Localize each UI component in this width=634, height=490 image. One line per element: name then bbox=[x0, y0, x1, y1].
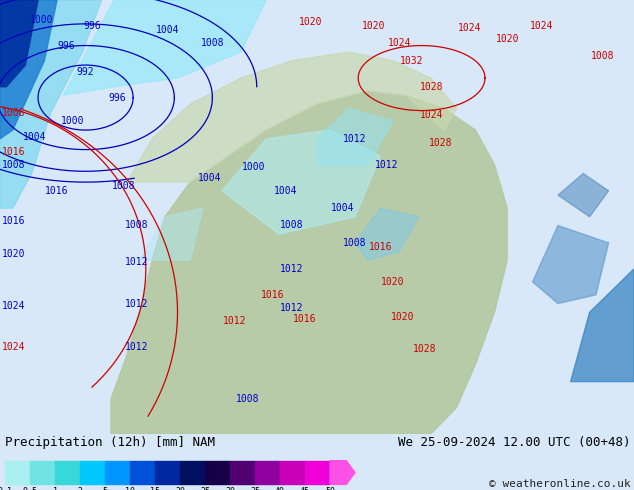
Text: We 25-09-2024 12.00 UTC (00+48): We 25-09-2024 12.00 UTC (00+48) bbox=[398, 436, 631, 449]
Text: 1016: 1016 bbox=[261, 290, 285, 300]
Text: 2: 2 bbox=[77, 487, 82, 490]
Text: 30: 30 bbox=[225, 487, 235, 490]
Text: 1004: 1004 bbox=[23, 132, 47, 142]
Text: 1012: 1012 bbox=[343, 134, 367, 144]
Text: 1012: 1012 bbox=[280, 264, 304, 274]
Polygon shape bbox=[0, 0, 101, 208]
Bar bbox=[230, 461, 255, 484]
Polygon shape bbox=[558, 173, 609, 217]
Text: 1012: 1012 bbox=[124, 257, 148, 268]
Text: 1004: 1004 bbox=[197, 173, 221, 183]
Text: 25: 25 bbox=[200, 487, 210, 490]
Text: 1016: 1016 bbox=[2, 147, 26, 157]
Polygon shape bbox=[111, 91, 507, 434]
Text: 1012: 1012 bbox=[375, 160, 399, 170]
Text: 15: 15 bbox=[150, 487, 160, 490]
Text: 1020: 1020 bbox=[362, 21, 386, 31]
Text: 1012: 1012 bbox=[280, 303, 304, 313]
Text: © weatheronline.co.uk: © weatheronline.co.uk bbox=[489, 479, 631, 489]
Polygon shape bbox=[330, 461, 355, 484]
Bar bbox=[30, 461, 55, 484]
Polygon shape bbox=[355, 208, 418, 260]
Text: 1024: 1024 bbox=[2, 301, 26, 311]
Text: 1012: 1012 bbox=[124, 298, 148, 309]
Text: 1008: 1008 bbox=[112, 181, 136, 192]
Text: 1024: 1024 bbox=[2, 342, 26, 352]
Text: 1028: 1028 bbox=[419, 82, 443, 92]
Polygon shape bbox=[571, 269, 634, 382]
Bar bbox=[55, 461, 80, 484]
Text: 45: 45 bbox=[300, 487, 310, 490]
Text: 992: 992 bbox=[77, 67, 94, 76]
Polygon shape bbox=[222, 130, 380, 234]
Text: 1008: 1008 bbox=[235, 394, 259, 404]
Text: 996: 996 bbox=[83, 21, 101, 31]
Text: 1008: 1008 bbox=[590, 51, 614, 61]
Text: 1016: 1016 bbox=[368, 242, 392, 252]
Bar bbox=[255, 461, 280, 484]
Text: 5: 5 bbox=[103, 487, 108, 490]
Bar bbox=[80, 461, 105, 484]
Bar bbox=[155, 461, 180, 484]
Text: 35: 35 bbox=[250, 487, 260, 490]
Text: 1020: 1020 bbox=[2, 249, 26, 259]
Bar bbox=[205, 461, 230, 484]
Text: 0.1: 0.1 bbox=[0, 487, 13, 490]
Text: 1020: 1020 bbox=[391, 312, 415, 321]
Text: 1000: 1000 bbox=[29, 15, 53, 24]
Text: 10: 10 bbox=[125, 487, 135, 490]
Text: 1020: 1020 bbox=[381, 277, 405, 287]
Text: 1012: 1012 bbox=[223, 316, 247, 326]
Polygon shape bbox=[63, 0, 266, 96]
Text: 1004: 1004 bbox=[330, 203, 354, 213]
Text: 996: 996 bbox=[108, 93, 126, 102]
Text: Precipitation (12h) [mm] NAM: Precipitation (12h) [mm] NAM bbox=[5, 436, 215, 449]
Text: 996: 996 bbox=[58, 41, 75, 50]
Text: 1020: 1020 bbox=[299, 17, 323, 26]
Text: 1008: 1008 bbox=[280, 220, 304, 230]
Text: 1024: 1024 bbox=[530, 21, 554, 31]
Text: 1016: 1016 bbox=[45, 186, 69, 196]
Text: 1032: 1032 bbox=[400, 56, 424, 66]
Text: 0.5: 0.5 bbox=[23, 487, 37, 490]
Text: 1000: 1000 bbox=[61, 117, 85, 126]
Text: 1012: 1012 bbox=[124, 342, 148, 352]
Text: 1024: 1024 bbox=[457, 23, 481, 33]
Bar bbox=[180, 461, 205, 484]
Text: 20: 20 bbox=[175, 487, 185, 490]
Text: 1008: 1008 bbox=[200, 38, 224, 49]
Polygon shape bbox=[0, 0, 38, 87]
Text: 1024: 1024 bbox=[387, 38, 411, 49]
Text: 1008: 1008 bbox=[124, 220, 148, 230]
Text: 1024: 1024 bbox=[419, 110, 443, 120]
Polygon shape bbox=[127, 52, 456, 182]
Text: 1004: 1004 bbox=[156, 25, 180, 35]
Text: 1008: 1008 bbox=[343, 238, 367, 248]
Text: 1008: 1008 bbox=[2, 160, 26, 170]
Text: 1020: 1020 bbox=[495, 34, 519, 44]
Text: 40: 40 bbox=[275, 487, 285, 490]
Polygon shape bbox=[317, 108, 393, 165]
Text: 1028: 1028 bbox=[413, 344, 437, 354]
Bar bbox=[305, 461, 330, 484]
Text: 1: 1 bbox=[53, 487, 58, 490]
Polygon shape bbox=[139, 208, 203, 260]
Polygon shape bbox=[0, 0, 57, 139]
Text: 1028: 1028 bbox=[429, 138, 453, 148]
Bar bbox=[5, 461, 30, 484]
Text: 1008: 1008 bbox=[2, 108, 26, 118]
Text: 1004: 1004 bbox=[273, 186, 297, 196]
Bar bbox=[280, 461, 305, 484]
Bar bbox=[105, 461, 130, 484]
Polygon shape bbox=[533, 225, 609, 304]
Text: 1016: 1016 bbox=[292, 314, 316, 324]
Text: 1016: 1016 bbox=[2, 216, 26, 226]
Text: 1000: 1000 bbox=[242, 162, 266, 172]
Text: 50: 50 bbox=[325, 487, 335, 490]
Bar bbox=[130, 461, 155, 484]
